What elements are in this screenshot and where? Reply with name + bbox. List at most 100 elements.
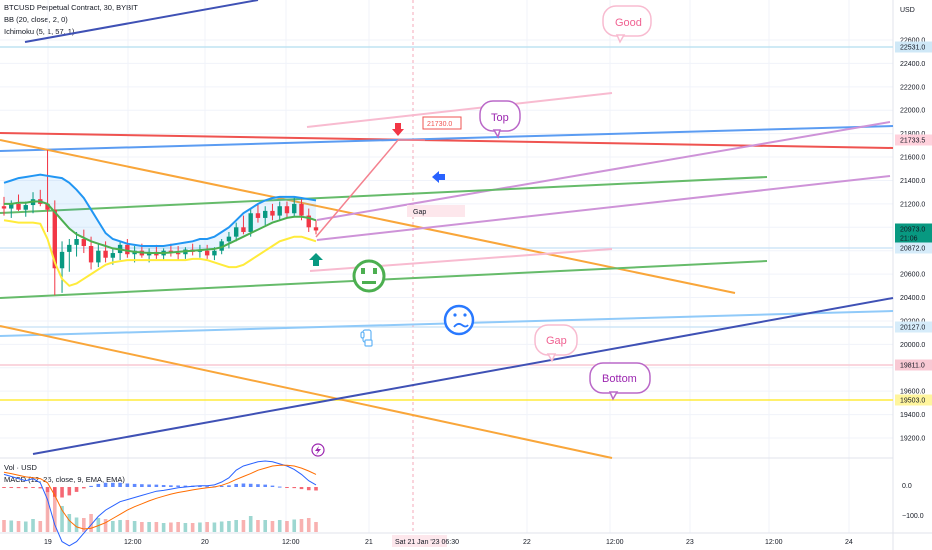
volume-bar xyxy=(190,523,195,532)
price-tick-label: 21600.0 xyxy=(900,155,925,162)
macd-histogram-bar xyxy=(67,487,72,496)
time-tick-label: 21 xyxy=(365,539,373,546)
macd-histogram-bar xyxy=(270,485,275,487)
macd-histogram-bar xyxy=(219,485,224,487)
target-label: 21730.0 xyxy=(427,121,452,128)
macd-histogram-bar xyxy=(103,482,108,487)
candle-body xyxy=(313,227,319,231)
macd-histogram-bar xyxy=(161,485,166,487)
time-tick-label: 19 xyxy=(44,539,52,546)
macd-histogram-bar xyxy=(52,487,57,497)
callout-good[interactable]: Good xyxy=(602,5,652,44)
volume-bar xyxy=(169,522,173,532)
macd-histogram-bar xyxy=(132,483,137,487)
macd-histogram-bar xyxy=(234,483,238,487)
macd-tick-label: −100.0 xyxy=(902,513,924,520)
volume-bar xyxy=(292,519,297,532)
macd-histogram-bar xyxy=(118,482,122,487)
macd-histogram-bar xyxy=(23,487,28,489)
candle-body xyxy=(226,236,232,242)
time-tick-label: 20 xyxy=(201,539,209,546)
price-tick-label: 20400.0 xyxy=(900,295,925,302)
target-label-box xyxy=(422,116,462,130)
price-tick-label: 21400.0 xyxy=(900,178,925,185)
macd-line xyxy=(3,460,317,547)
volume-bar xyxy=(96,518,101,532)
macd-histogram-bar xyxy=(248,483,253,487)
volume-indicator-label[interactable]: Vol · USD xyxy=(4,463,37,472)
macd-histogram-bar xyxy=(306,487,311,491)
volume-bar xyxy=(176,522,180,532)
volume-bar xyxy=(205,522,209,532)
bollinger-lower-band xyxy=(3,219,317,287)
volume-bar xyxy=(154,522,159,532)
volume-bar xyxy=(31,519,35,532)
volume-bar xyxy=(212,522,217,532)
macd-histogram-bar xyxy=(147,484,151,487)
price-tag-label: 19811.0 xyxy=(900,363,925,370)
volume-bar xyxy=(140,522,144,532)
volume-bar xyxy=(38,521,43,532)
volume-bar xyxy=(256,520,260,532)
macd-axis-ticks: 0.0 −100.0 xyxy=(902,483,924,520)
volume-bar xyxy=(306,518,311,532)
volume-bar xyxy=(23,521,28,532)
price-tag-box xyxy=(895,321,932,333)
volume-bar xyxy=(241,520,246,532)
volume-bars xyxy=(2,487,318,532)
price-tag-label: 22531.0 xyxy=(900,45,925,52)
macd-histogram-bar xyxy=(140,484,144,487)
candle-body xyxy=(52,209,57,269)
trendline-green-upper xyxy=(0,176,768,214)
candle-body xyxy=(197,250,203,252)
candle-body xyxy=(110,253,116,258)
volume-bar xyxy=(16,521,21,532)
macd-histogram-bar xyxy=(82,487,86,489)
price-tag-box xyxy=(895,223,932,235)
time-tick-label: 22 xyxy=(523,539,531,546)
time-tick-label: 24 xyxy=(845,539,853,546)
macd-histogram xyxy=(2,482,318,498)
chart-grid xyxy=(0,0,893,533)
callout-bottom[interactable]: Bottom xyxy=(589,362,651,401)
callout-good-label: Good xyxy=(615,17,642,29)
candle-body xyxy=(219,241,224,251)
price-tag-box xyxy=(895,242,932,254)
candle-body xyxy=(284,206,290,214)
bollinger-band-fill xyxy=(4,174,316,253)
volume-bar xyxy=(103,519,108,532)
candle-body xyxy=(103,250,108,258)
ichimoku-indicator-label[interactable]: Ichimoku (5, 1, 57, 1) xyxy=(4,27,75,36)
macd-histogram-bar xyxy=(314,487,318,491)
trendline-light-blue-resistance xyxy=(0,125,894,152)
candle-body xyxy=(23,205,28,210)
crosshair-time-box xyxy=(392,535,447,547)
confused-face-icon xyxy=(443,304,475,336)
volume-bar xyxy=(234,520,238,532)
callout-top[interactable]: Top xyxy=(479,100,521,139)
macd-indicator-label[interactable]: MACD (12, 26, close, 9, EMA, EMA) xyxy=(4,475,125,484)
callout-gap[interactable]: Gap xyxy=(534,324,578,363)
volume-bar xyxy=(82,518,86,532)
volume-bar xyxy=(227,521,231,532)
trendline-red-resistance xyxy=(0,132,894,149)
price-tag-box xyxy=(895,359,932,371)
macd-histogram-bar xyxy=(125,483,130,487)
volume-bar xyxy=(219,521,224,532)
volume-bar xyxy=(147,522,151,532)
candle-body xyxy=(96,250,101,263)
symbol-title[interactable]: BTCUSD Perpetual Contract, 30, BYBIT xyxy=(4,3,138,12)
macd-histogram-bar xyxy=(205,486,209,488)
volume-bar xyxy=(89,514,93,532)
bb-indicator-label[interactable]: BB (20, close, 2, 0) xyxy=(4,15,68,24)
lightning-icon[interactable] xyxy=(311,443,325,457)
candle-body xyxy=(88,246,94,263)
price-tick-label: 22400.0 xyxy=(900,61,925,68)
volume-bar xyxy=(52,487,57,532)
macd-histogram-bar xyxy=(60,487,64,498)
arrow-left-icon xyxy=(432,171,445,183)
price-tag-label: 21733.5 xyxy=(900,138,925,145)
macd-histogram-bar xyxy=(263,484,268,487)
time-tick-label: 12:00 xyxy=(124,539,142,546)
